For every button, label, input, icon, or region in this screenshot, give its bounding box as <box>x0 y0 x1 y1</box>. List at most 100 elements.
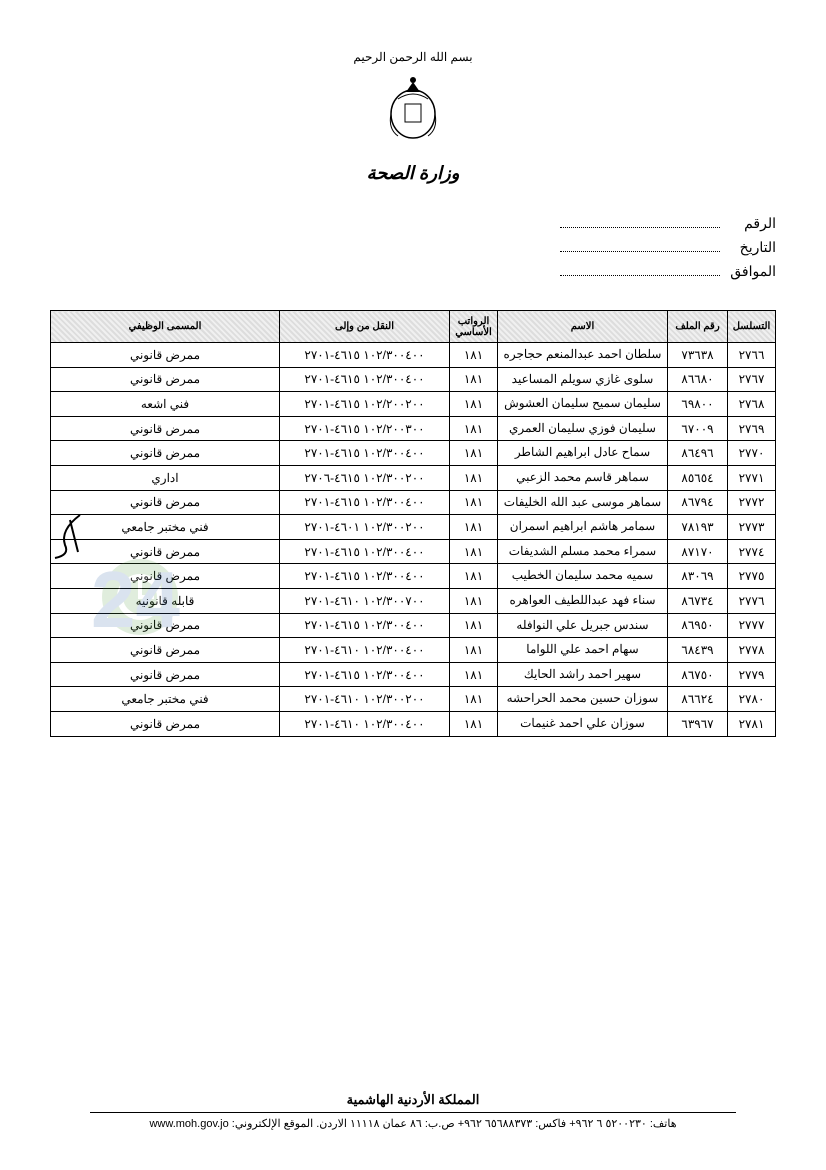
cell-base: ١٨١ <box>450 711 498 736</box>
ref-date-value <box>560 238 720 252</box>
cell-job: ممرض قانوني <box>51 367 280 392</box>
col-base-salary: الرواتب الأساسي <box>450 311 498 343</box>
ref-date-line: التاريخ <box>50 238 776 256</box>
footer-kingdom: المملكة الأردنية الهاشمية <box>50 1092 776 1108</box>
col-file-number: رقم الملف <box>668 311 728 343</box>
cell-num: ٨٧١٧٠ <box>668 539 728 564</box>
cell-seq: ٢٧٧٢ <box>728 490 776 515</box>
cell-num: ٨٦٤٩٦ <box>668 441 728 466</box>
cell-num: ٨٣٠٦٩ <box>668 564 728 589</box>
cell-num: ٨٦٦٢٤ <box>668 687 728 712</box>
cell-name: سماهر موسى عبد الله الخليفات <box>498 490 668 515</box>
cell-base: ١٨١ <box>450 564 498 589</box>
page-footer: المملكة الأردنية الهاشمية هاتف: ٥٢٠٠٢٣٠ … <box>50 1092 776 1130</box>
cell-num: ٨٦٦٨٠ <box>668 367 728 392</box>
cell-base: ١٨١ <box>450 613 498 638</box>
table-row: ٢٧٧٥٨٣٠٦٩سميه محمد سليمان الخطيب١٨١١٠٢/٣… <box>51 564 776 589</box>
cell-base: ١٨١ <box>450 392 498 417</box>
col-transfer: النقل من وإلى <box>280 311 450 343</box>
cell-num: ٦٩٨٠٠ <box>668 392 728 417</box>
cell-seq: ٢٧٨١ <box>728 711 776 736</box>
cell-num: ٨٥٦٥٤ <box>668 465 728 490</box>
cell-job: ممرض قانوني <box>51 638 280 663</box>
cell-base: ١٨١ <box>450 465 498 490</box>
table-row: ٢٧٧١٨٥٦٥٤سماهر قاسم محمد الزعبي١٨١١٠٢/٣٠… <box>51 465 776 490</box>
ref-corresponding-line: الموافق <box>50 262 776 280</box>
table-row: ٢٧٧٠٨٦٤٩٦سماح عادل ابراهيم الشاطر١٨١١٠٢/… <box>51 441 776 466</box>
cell-name: سندس جبريل علي النوافله <box>498 613 668 638</box>
cell-trans: ١٠٢/٣٠٠٢٠٠ ٤٦١٥-٢٧٠٦ <box>280 465 450 490</box>
coat-of-arms-icon <box>378 74 448 149</box>
cell-trans: ١٠٢/٣٠٠٤٠٠ ٤٦١٥-٢٧٠١ <box>280 662 450 687</box>
cell-seq: ٢٧٧٦ <box>728 588 776 613</box>
cell-job: ممرض قانوني <box>51 416 280 441</box>
cell-trans: ١٠٢/٣٠٠٤٠٠ ٤٦١٥-٢٧٠١ <box>280 367 450 392</box>
cell-seq: ٢٧٦٧ <box>728 367 776 392</box>
cell-seq: ٢٧٧٩ <box>728 662 776 687</box>
cell-base: ١٨١ <box>450 490 498 515</box>
cell-trans: ١٠٢/٣٠٠٤٠٠ ٤٦١٥-٢٧٠١ <box>280 490 450 515</box>
cell-num: ٨٦٧٩٤ <box>668 490 728 515</box>
table-row: ٢٧٨١٦٣٩٦٧سوزان علي احمد غنيمات١٨١١٠٢/٣٠٠… <box>51 711 776 736</box>
cell-seq: ٢٧٧٤ <box>728 539 776 564</box>
col-job-title: المسمى الوظيفي <box>51 311 280 343</box>
cell-name: سوزان علي احمد غنيمات <box>498 711 668 736</box>
cell-seq: ٢٧٧٣ <box>728 515 776 540</box>
ref-number-line: الرقم <box>50 214 776 232</box>
cell-seq: ٢٧٧٥ <box>728 564 776 589</box>
cell-job: ممرض قانوني <box>51 564 280 589</box>
cell-num: ٦٣٩٦٧ <box>668 711 728 736</box>
ref-date-label: التاريخ <box>726 239 776 256</box>
table-row: ٢٧٦٨٦٩٨٠٠سليمان سميح سليمان العشوش١٨١١٠٢… <box>51 392 776 417</box>
table-row: ٢٧٦٧٨٦٦٨٠سلوى غازي سويلم المساعيد١٨١١٠٢/… <box>51 367 776 392</box>
cell-job: ممرض قانوني <box>51 662 280 687</box>
cell-base: ١٨١ <box>450 343 498 368</box>
cell-name: سميه محمد سليمان الخطيب <box>498 564 668 589</box>
table-row: ٢٧٧٦٨٦٧٣٤سناء فهد عبداللطيف العواهره١٨١١… <box>51 588 776 613</box>
cell-seq: ٢٧٨٠ <box>728 687 776 712</box>
cell-seq: ٢٧٧١ <box>728 465 776 490</box>
cell-name: سناء فهد عبداللطيف العواهره <box>498 588 668 613</box>
ministry-title: وزارة الصحة <box>50 163 776 184</box>
cell-seq: ٢٧٧٠ <box>728 441 776 466</box>
cell-base: ١٨١ <box>450 441 498 466</box>
cell-job: فني مختبر جامعي <box>51 687 280 712</box>
cell-seq: ٢٧٦٦ <box>728 343 776 368</box>
col-seq: التسلسل <box>728 311 776 343</box>
cell-base: ١٨١ <box>450 662 498 687</box>
ref-corresponding-value <box>560 262 720 276</box>
cell-name: سوزان حسين محمد الحراحشه <box>498 687 668 712</box>
cell-seq: ٢٧٦٩ <box>728 416 776 441</box>
cell-num: ٦٨٤٣٩ <box>668 638 728 663</box>
cell-job: ممرض قانوني <box>51 613 280 638</box>
cell-num: ٦٧٠٠٩ <box>668 416 728 441</box>
cell-name: سماح عادل ابراهيم الشاطر <box>498 441 668 466</box>
cell-trans: ١٠٢/٣٠٠٤٠٠ ٤٦١٥-٢٧٠١ <box>280 613 450 638</box>
cell-job: ممرض قانوني <box>51 343 280 368</box>
table-body: ٢٧٦٦٧٣٦٣٨سلطان احمد عبدالمنعم حجاجره١٨١١… <box>51 343 776 737</box>
cell-name: سلطان احمد عبدالمنعم حجاجره <box>498 343 668 368</box>
cell-num: ٨٦٧٣٤ <box>668 588 728 613</box>
cell-seq: ٢٧٧٨ <box>728 638 776 663</box>
cell-seq: ٢٧٧٧ <box>728 613 776 638</box>
header-row: التسلسل رقم الملف الاسم الرواتب الأساسي … <box>51 311 776 343</box>
letterhead: بسم الله الرحمن الرحيم وزارة الصحة <box>50 50 776 184</box>
cell-name: سهير احمد راشد الحايك <box>498 662 668 687</box>
cell-base: ١٨١ <box>450 539 498 564</box>
reference-block: الرقم التاريخ الموافق <box>50 214 776 280</box>
cell-name: سماهر قاسم محمد الزعبي <box>498 465 668 490</box>
cell-job: ممرض قانوني <box>51 711 280 736</box>
cell-trans: ١٠٢/٣٠٠٢٠٠ ٤٦١٠-٢٧٠١ <box>280 687 450 712</box>
cell-num: ٧٣٦٣٨ <box>668 343 728 368</box>
cell-base: ١٨١ <box>450 638 498 663</box>
cell-job: قابله قانونيه <box>51 588 280 613</box>
ref-corresponding-label: الموافق <box>726 263 776 280</box>
footer-divider <box>90 1112 736 1113</box>
table-row: ٢٧٦٩٦٧٠٠٩سليمان فوزي سليمان العمري١٨١١٠٢… <box>51 416 776 441</box>
cell-num: ٨٦٩٥٠ <box>668 613 728 638</box>
cell-name: سليمان سميح سليمان العشوش <box>498 392 668 417</box>
cell-trans: ١٠٢/٣٠٠٤٠٠ ٤٦١٥-٢٧٠١ <box>280 539 450 564</box>
table-row: ٢٧٧٧٨٦٩٥٠سندس جبريل علي النوافله١٨١١٠٢/٣… <box>51 613 776 638</box>
cell-seq: ٢٧٦٨ <box>728 392 776 417</box>
table-row: ٢٧٧٢٨٦٧٩٤سماهر موسى عبد الله الخليفات١٨١… <box>51 490 776 515</box>
